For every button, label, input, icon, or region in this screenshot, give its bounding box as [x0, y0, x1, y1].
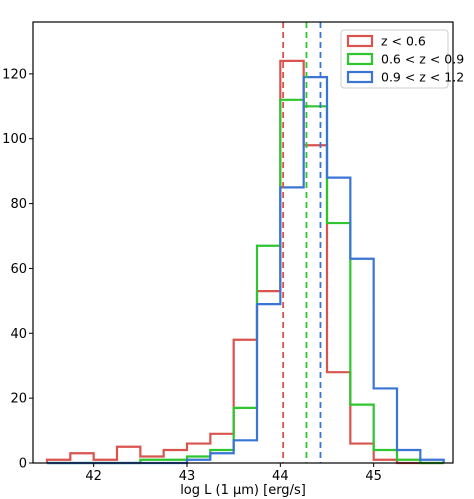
x-tick-label: 43: [179, 469, 196, 484]
legend-label-1: 0.6 < z < 0.9: [381, 52, 464, 67]
y-axis-ticks: 0 20 40 60 80 100 120: [2, 67, 33, 472]
series-2-histogram: [47, 76, 445, 465]
x-tick-label: 44: [272, 469, 289, 484]
series-0-histogram: [45, 59, 444, 465]
y-tick-label: 60: [10, 262, 27, 277]
y-tick-label: 100: [2, 132, 27, 147]
x-tick-label: 42: [85, 469, 102, 484]
legend-swatch-1: [346, 52, 374, 66]
y-tick-label: 20: [10, 392, 27, 407]
y-tick-label: 40: [10, 327, 27, 342]
y-tick-label: 0: [19, 457, 27, 472]
legend-label-0: z < 0.6: [381, 34, 426, 49]
x-axis-ticks: 42 43 44 45: [85, 463, 382, 484]
y-tick-label: 120: [2, 67, 27, 82]
legend-swatch-0: [346, 34, 374, 48]
x-tick-label: 45: [365, 469, 382, 484]
legend-box: [340, 29, 449, 89]
median-lines-layer: [282, 22, 322, 463]
legend-items: z < 0.6 0.6 < z < 0.9 0.9 < z < 1.2: [346, 34, 464, 85]
legend-swatch-2: [346, 70, 374, 84]
plot-frame: [32, 21, 454, 464]
legend: z < 0.6 0.6 < z < 0.9 0.9 < z < 1.2: [340, 29, 464, 89]
y-tick-label: 80: [10, 197, 27, 212]
histogram-series-layer: [45, 59, 445, 465]
series-1-histogram: [47, 98, 444, 465]
legend-label-2: 0.9 < z < 1.2: [381, 70, 464, 85]
x-axis-label: log L (1 μm) [erg/s]: [180, 483, 306, 498]
